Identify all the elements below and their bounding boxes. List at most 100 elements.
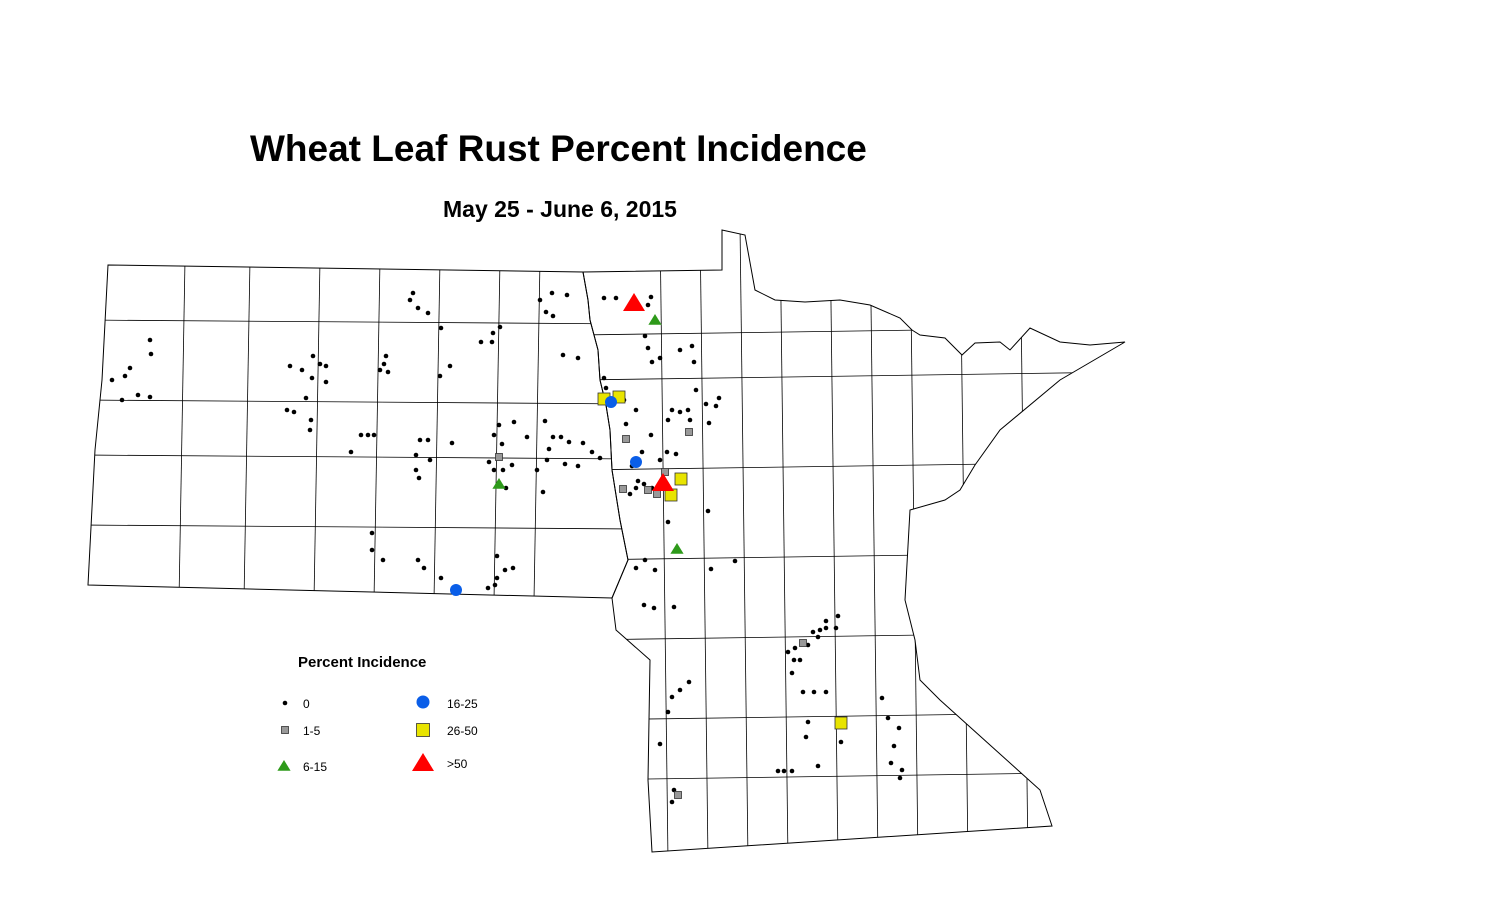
zero-incidence-point xyxy=(299,367,305,373)
zero-incidence-point xyxy=(438,325,444,331)
zero-incidence-point xyxy=(686,679,692,685)
zero-incidence-point xyxy=(307,427,313,433)
zero-incidence-point xyxy=(560,352,566,358)
zero-incidence-point xyxy=(491,432,497,438)
zero-incidence-point xyxy=(645,302,651,308)
zero-incidence-point xyxy=(371,432,377,438)
zero-incidence-point xyxy=(781,768,787,774)
zero-incidence-point xyxy=(891,743,897,749)
zero-incidence-point xyxy=(677,687,683,693)
zero-incidence-point xyxy=(677,347,683,353)
minnesota-outline xyxy=(582,229,1126,853)
zero-incidence-point xyxy=(566,439,572,445)
zero-incidence-point xyxy=(447,363,453,369)
zero-incidence-point xyxy=(503,485,509,491)
zero-incidence-point xyxy=(549,290,555,296)
zero-incidence-point xyxy=(805,719,811,725)
county-line xyxy=(583,631,1125,641)
incidence-6-15-point xyxy=(492,478,506,489)
zero-incidence-point xyxy=(665,519,671,525)
zero-incidence-point xyxy=(803,734,809,740)
zero-incidence-point xyxy=(148,351,154,357)
zero-incidence-point xyxy=(641,602,647,608)
zero-incidence-point xyxy=(369,547,375,553)
zero-incidence-point xyxy=(550,313,556,319)
zero-incidence-point xyxy=(648,294,654,300)
legend-label-26-50: 26-50 xyxy=(447,724,478,738)
county-line xyxy=(869,230,879,852)
zero-incidence-point xyxy=(496,422,502,428)
zero-incidence-point xyxy=(716,395,722,401)
zero-incidence-point xyxy=(671,604,677,610)
zero-incidence-point xyxy=(358,432,364,438)
zero-incidence-point xyxy=(635,478,641,484)
zero-incidence-point xyxy=(580,440,586,446)
county-line xyxy=(88,399,628,405)
county-line xyxy=(1019,230,1029,852)
zero-incidence-point xyxy=(323,363,329,369)
incidence-6-15-point xyxy=(670,543,684,554)
legend-label-0: 0 xyxy=(303,697,310,711)
county-line xyxy=(583,326,1125,336)
zero-incidence-point xyxy=(415,305,421,311)
north-dakota-outline xyxy=(87,264,629,599)
zero-incidence-point xyxy=(669,799,675,805)
zero-incidence-point xyxy=(775,768,781,774)
zero-incidence-point xyxy=(603,385,609,391)
incidence-26-50-point xyxy=(674,472,688,486)
zero-incidence-point xyxy=(633,565,639,571)
zero-incidence-point xyxy=(540,489,546,495)
legend-square-gray-icon xyxy=(281,726,289,734)
incidence-16-25-point xyxy=(450,584,462,596)
zero-incidence-point xyxy=(425,437,431,443)
county-line xyxy=(779,230,789,852)
zero-incidence-point xyxy=(879,695,885,701)
legend-circle-blue-icon xyxy=(416,695,430,709)
legend-dot-icon xyxy=(282,700,288,706)
zero-incidence-point xyxy=(494,575,500,581)
zero-incidence-point xyxy=(524,434,530,440)
zero-incidence-point xyxy=(669,407,675,413)
zero-incidence-point xyxy=(896,725,902,731)
legend-triangle-green-icon xyxy=(277,760,291,771)
zero-incidence-point xyxy=(623,421,629,427)
county-line xyxy=(699,230,709,852)
zero-incidence-point xyxy=(687,417,693,423)
zero-incidence-point xyxy=(303,395,309,401)
zero-incidence-point xyxy=(437,373,443,379)
zero-incidence-point xyxy=(838,739,844,745)
incidence-16-25-point xyxy=(605,396,617,408)
county-line xyxy=(313,265,321,598)
zero-incidence-point xyxy=(597,455,603,461)
county-line xyxy=(829,230,839,852)
zero-incidence-point xyxy=(500,467,506,473)
zero-incidence-point xyxy=(693,387,699,393)
zero-incidence-point xyxy=(415,557,421,563)
incidence-1-5-point xyxy=(674,791,682,799)
zero-incidence-point xyxy=(685,407,691,413)
map-subtitle: May 25 - June 6, 2015 xyxy=(443,196,677,222)
zero-incidence-point xyxy=(601,295,607,301)
legend-symbols xyxy=(277,695,434,771)
zero-incidence-point xyxy=(449,440,455,446)
zero-incidence-point xyxy=(562,461,568,467)
zero-incidence-point xyxy=(486,459,492,465)
zero-incidence-point xyxy=(651,605,657,611)
zero-incidence-point xyxy=(369,530,375,536)
zero-incidence-point xyxy=(669,694,675,700)
county-line xyxy=(959,230,969,852)
zero-incidence-point xyxy=(708,566,714,572)
zero-incidence-point xyxy=(534,467,540,473)
zero-incidence-point xyxy=(438,575,444,581)
zero-incidence-point xyxy=(497,324,503,330)
zero-incidence-point xyxy=(291,409,297,415)
zero-incidence-point xyxy=(413,452,419,458)
zero-incidence-point xyxy=(639,449,645,455)
zero-incidence-point xyxy=(510,565,516,571)
incidence-1-5-point xyxy=(622,435,630,443)
zero-incidence-point xyxy=(317,361,323,367)
zero-incidence-point xyxy=(642,557,648,563)
incidence-16-25-point xyxy=(630,456,642,468)
zero-incidence-point xyxy=(122,373,128,379)
